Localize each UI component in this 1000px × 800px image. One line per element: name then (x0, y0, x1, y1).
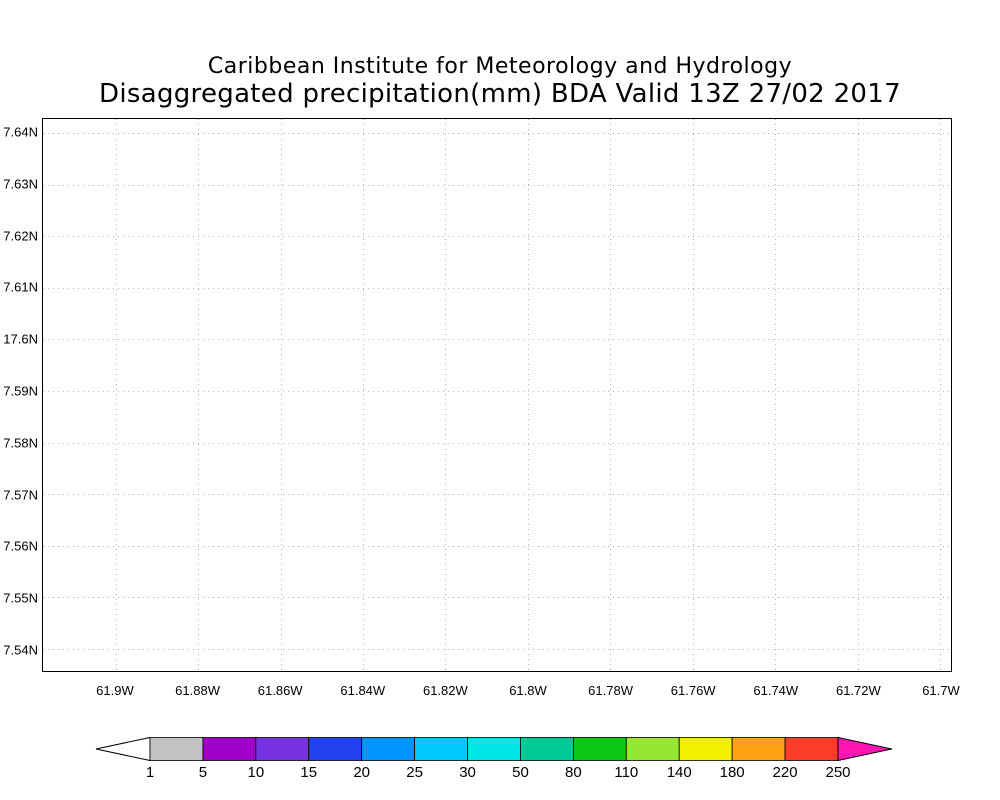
colorbar-segment (255, 737, 310, 761)
gridline-vertical (445, 119, 447, 671)
chart-subtitle: Disaggregated precipitation(mm) BDA Vali… (99, 79, 901, 109)
gridline-horizontal (43, 494, 951, 496)
colorbar-labels: 1 5 10 15 20 25 30 50 80 110 140 180 220 250 (95, 764, 893, 782)
colorbar-tick-label: 220 (772, 764, 798, 781)
colorbar-segment (625, 737, 680, 761)
colorbar-segment (572, 737, 627, 761)
colorbar-tick-label: 20 (353, 764, 371, 781)
gridline-vertical (610, 119, 612, 671)
gridline-horizontal (43, 597, 951, 599)
y-axis-tick-label: 7.62N (3, 228, 38, 244)
colorbar-tick-label: 30 (459, 764, 476, 781)
gridline-vertical (198, 119, 200, 671)
y-axis-tick-label: 7.57N (3, 487, 38, 503)
x-axis-tick-label: 61.72W (835, 683, 881, 698)
gridline-vertical (363, 119, 365, 671)
colorbar-tick-label: 140 (666, 764, 692, 781)
y-axis-tick-label: 7.64N (3, 124, 38, 140)
gridline-horizontal (43, 545, 951, 547)
colorbar-segment (202, 737, 257, 761)
colorbar-segment (784, 737, 839, 761)
x-axis-tick-label: 61.76W (670, 683, 716, 698)
colorbar-tick-label: 15 (300, 764, 318, 781)
colorbar-below-min-arrow (95, 736, 151, 762)
y-axis-tick-label: 7.59N (3, 383, 38, 399)
x-axis-tick-label: 61.8W (509, 683, 547, 698)
gridline-horizontal (43, 391, 951, 393)
x-axis-tick-label: 61.82W (422, 683, 468, 698)
y-axis-tick-label: 17.6N (3, 331, 38, 347)
x-axis-tick-label: 61.88W (175, 683, 220, 698)
colorbar-segment (678, 737, 733, 761)
gridline-horizontal (43, 287, 951, 289)
colorbar-scale (95, 736, 893, 762)
gridline-horizontal (43, 236, 951, 238)
y-axis-tick-label: 7.58N (3, 435, 38, 451)
colorbar-tick-label: 80 (565, 764, 582, 781)
colorbar-segment (361, 737, 416, 761)
gridline-vertical (775, 119, 777, 671)
gridline-horizontal (43, 184, 951, 186)
gridline-horizontal (43, 132, 951, 134)
x-axis-tick-label: 61.7W (922, 683, 960, 698)
colorbar-tick-label: 110 (614, 764, 639, 781)
colorbar-segment (149, 737, 204, 761)
colorbar-tick-label: 250 (825, 764, 851, 781)
colorbar-tick-label: 25 (406, 764, 423, 781)
colorbar-tick-label: 10 (247, 764, 265, 781)
gridline-vertical (692, 119, 694, 671)
colorbar (95, 736, 893, 762)
x-axis-tick-label: 61.78W (588, 683, 633, 698)
colorbar-segment (308, 737, 363, 761)
gridline-vertical (280, 119, 282, 671)
gridline-vertical (857, 119, 859, 671)
colorbar-segment (520, 737, 574, 761)
y-axis: 7.64N 7.63N 7.62N 7.61N 17.6N 7.59N 7.58N 7.57N… (0, 118, 38, 672)
colorbar-segment (414, 737, 468, 761)
colorbar-tick-label: 1 (145, 764, 155, 781)
gridline-vertical (115, 119, 117, 671)
x-axis-tick-label: 61.84W (340, 683, 386, 698)
colorbar-segment (731, 737, 786, 761)
x-axis-tick-label: 61.74W (753, 683, 799, 698)
colorbar-above-max-arrow (837, 736, 893, 762)
y-axis-tick-label: 7.61N (3, 279, 38, 295)
plot-area (42, 118, 952, 672)
colorbar-tick-label: 50 (512, 764, 529, 781)
gridline-vertical (940, 119, 941, 671)
y-axis-tick-label: 7.54N (3, 642, 38, 658)
gridline-horizontal (43, 442, 951, 444)
x-axis-tick-label: 61.86W (257, 683, 303, 698)
y-axis-tick-label: 7.63N (3, 176, 38, 192)
x-axis-tick-label: 61.9W (96, 683, 134, 698)
gridline-horizontal (43, 339, 951, 341)
y-axis-tick-label: 7.56N (3, 538, 38, 554)
gridline-horizontal (43, 649, 951, 651)
y-axis-tick-label: 7.55N (3, 590, 38, 606)
colorbar-tick-label: 180 (719, 764, 745, 781)
colorbar-tick-label: 5 (198, 764, 208, 781)
gridline-vertical (527, 119, 529, 671)
x-axis: 61.9W 61.88W 61.86W 61.84W 61.82W 61.8W 61.78W… (42, 683, 960, 701)
colorbar-segment (467, 737, 521, 761)
institute-title: Caribbean Institute for Meteorology and … (207, 54, 793, 79)
